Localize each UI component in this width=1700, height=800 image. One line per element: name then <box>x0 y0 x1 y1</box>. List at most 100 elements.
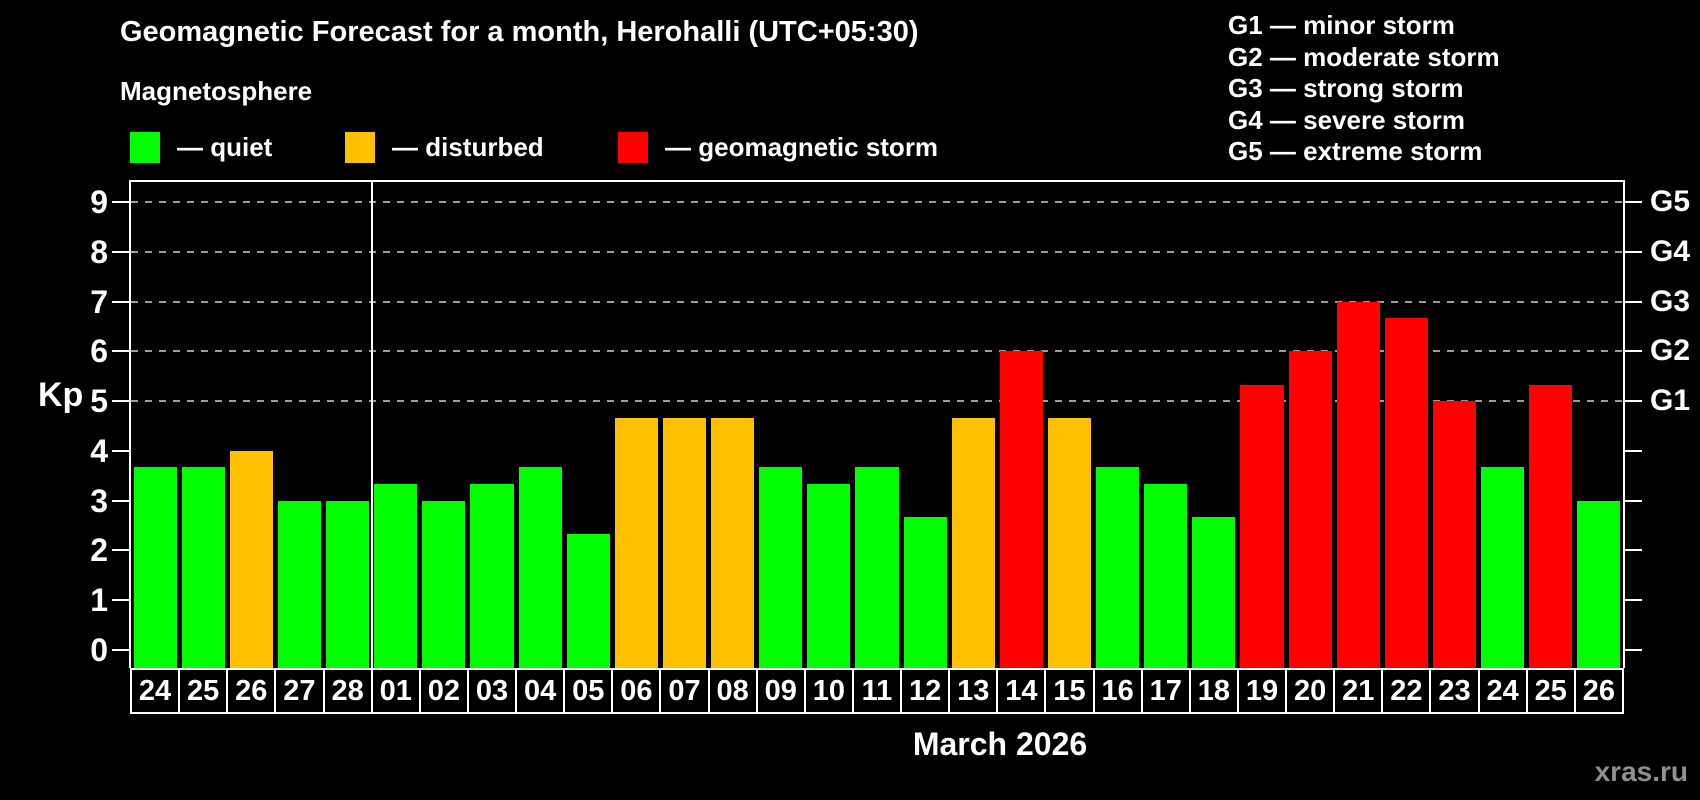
quiet-color-swatch <box>130 131 160 163</box>
date-label-1: 25 <box>178 668 229 714</box>
kp-bar-day-26 <box>1577 500 1621 668</box>
kp-bar-day-07 <box>662 417 707 668</box>
kp-bar-day-24 <box>133 467 177 668</box>
disturbed-color-swatch <box>345 131 375 163</box>
y-axis-tick-left-1 <box>112 599 131 602</box>
date-label-21: 17 <box>1140 668 1191 714</box>
date-label-29: 25 <box>1525 668 1576 714</box>
kp-bar-day-26 <box>229 450 273 668</box>
g-scale-axis-label-g4: G4 <box>1650 234 1691 268</box>
date-label-14: 10 <box>803 668 854 714</box>
y-axis-tick-right-2 <box>1623 549 1642 552</box>
y-axis-tick-label-7: 7 <box>90 283 108 320</box>
storm-scale-legend: G1 — minor storm G2 — moderate storm G3 … <box>1228 10 1500 168</box>
y-axis-tick-right-8 <box>1623 250 1642 253</box>
kp-bar-day-20 <box>1288 351 1332 668</box>
y-axis-tick-left-6 <box>112 350 131 353</box>
y-axis-tick-right-1 <box>1623 599 1642 602</box>
kp-bar-day-15 <box>1047 417 1092 668</box>
legend-label-quiet: — quiet <box>177 131 273 162</box>
y-axis-tick-right-3 <box>1623 499 1642 502</box>
legend-item-storm: — geomagnetic storm <box>618 130 938 164</box>
storm-scale-legend-line-g3: G3 — strong storm <box>1228 73 1464 103</box>
kp-bar-day-04 <box>518 467 562 668</box>
date-label-10: 06 <box>611 668 662 714</box>
kp-bar-day-10 <box>807 484 851 668</box>
date-label-2: 26 <box>226 668 277 714</box>
date-label-11: 07 <box>659 668 710 714</box>
y-axis-tick-right-0 <box>1623 649 1642 651</box>
gridline-kp-7 <box>131 300 1623 303</box>
storm-scale-legend-line-g2: G2 — moderate storm <box>1228 41 1500 72</box>
date-label-18: 14 <box>996 668 1047 714</box>
y-axis-tick-label-3: 3 <box>90 482 108 519</box>
date-label-30: 26 <box>1573 668 1624 714</box>
y-axis-tick-left-7 <box>112 300 131 303</box>
date-label-25: 21 <box>1333 668 1384 714</box>
x-axis-month-label: March 2026 <box>912 726 1088 762</box>
y-axis-tick-left-0 <box>112 649 131 651</box>
date-label-13: 09 <box>755 668 806 714</box>
kp-bar-day-12 <box>903 517 947 668</box>
y-axis-tick-left-2 <box>112 549 131 552</box>
storm-scale-legend-line-g4: G4 — severe storm <box>1228 104 1466 135</box>
date-label-0: 24 <box>130 668 181 714</box>
kp-bar-day-23 <box>1432 401 1477 668</box>
g-scale-axis-label-g3: G3 <box>1650 284 1691 318</box>
kp-bar-day-11 <box>855 467 899 668</box>
kp-bar-day-14 <box>999 351 1043 668</box>
y-axis-tick-right-6 <box>1623 350 1642 353</box>
chart-subtitle: Magnetosphere <box>120 76 313 106</box>
watermark: xras.ru <box>1594 756 1688 787</box>
kp-bar-day-19 <box>1240 384 1284 668</box>
chart-title: Geomagnetic Forecast for a month, Heroha… <box>120 16 919 48</box>
gridline-kp-9 <box>131 201 1623 203</box>
y-axis-tick-label-2: 2 <box>90 532 108 569</box>
date-label-16: 12 <box>900 668 951 714</box>
y-axis-tick-left-8 <box>112 250 131 253</box>
y-axis-tick-left-5 <box>112 400 131 403</box>
kp-bar-day-13 <box>951 417 995 668</box>
gridline-kp-8 <box>131 250 1623 253</box>
date-label-6: 02 <box>418 668 469 714</box>
date-label-12: 08 <box>707 668 758 714</box>
y-axis-tick-right-4 <box>1623 449 1642 452</box>
kp-bar-day-18 <box>1192 517 1236 668</box>
date-label-28: 24 <box>1477 668 1528 714</box>
legend-item-quiet: — quiet <box>130 130 272 164</box>
kp-bar-day-06 <box>614 417 658 668</box>
y-axis-tick-label-9: 9 <box>90 184 108 220</box>
y-axis-tick-label-8: 8 <box>90 233 108 270</box>
kp-bar-day-09 <box>759 467 803 668</box>
kp-bar-day-25 <box>181 467 225 668</box>
storm-color-swatch <box>618 131 648 163</box>
y-axis-tick-left-4 <box>112 449 131 452</box>
kp-bar-day-16 <box>1096 467 1140 668</box>
y-axis-tick-label-6: 6 <box>90 333 108 370</box>
kp-bar-day-21 <box>1336 301 1380 668</box>
date-label-9: 05 <box>563 668 614 714</box>
y-axis-tick-right-5 <box>1623 400 1642 403</box>
y-axis-tick-right-9 <box>1623 201 1642 203</box>
y-axis-tick-label-0: 0 <box>90 632 108 668</box>
y-axis-tick-label-1: 1 <box>90 582 108 619</box>
date-label-3: 27 <box>274 668 325 714</box>
gridline-kp-6 <box>131 350 1623 353</box>
legend-item-disturbed: — disturbed <box>345 130 544 164</box>
date-label-7: 03 <box>466 668 518 714</box>
storm-scale-legend-line-g5: G5 — extreme storm <box>1228 136 1483 166</box>
legend-label-disturbed: — disturbed <box>392 131 544 162</box>
kp-bar-day-24 <box>1481 467 1525 668</box>
date-label-20: 16 <box>1092 668 1143 714</box>
y-axis-tick-label-5: 5 <box>90 383 108 420</box>
date-label-24: 20 <box>1285 668 1336 714</box>
g-scale-axis-label-g1: G1 <box>1650 384 1691 418</box>
kp-bar-day-05 <box>566 534 610 668</box>
date-label-26: 22 <box>1381 668 1432 714</box>
y-axis-tick-label-4: 4 <box>90 432 108 469</box>
kp-bar-day-27 <box>277 500 321 668</box>
kp-bar-day-28 <box>326 500 370 668</box>
gridline-kp-5 <box>131 400 1623 403</box>
kp-bar-day-01 <box>374 484 418 668</box>
kp-bar-day-17 <box>1144 484 1188 668</box>
